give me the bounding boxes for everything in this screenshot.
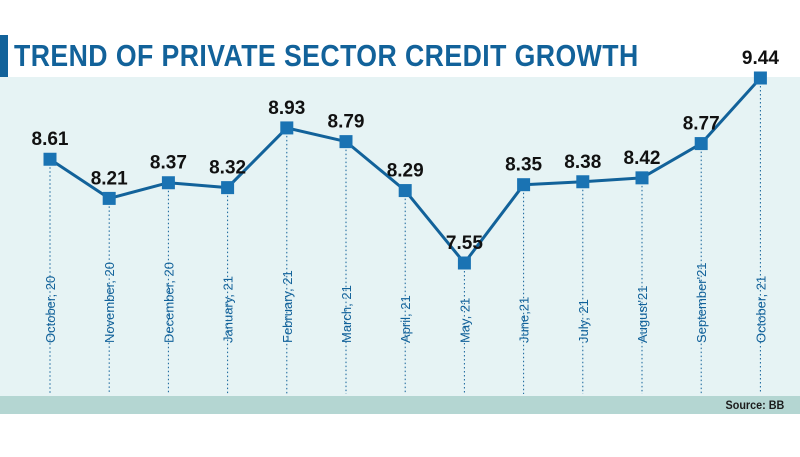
- value-label: 8.38: [564, 152, 601, 173]
- data-point-marker: [694, 137, 708, 151]
- chart-panel: [0, 35, 800, 414]
- data-point-marker: [221, 181, 235, 195]
- data-point-marker: [339, 135, 353, 149]
- value-label: 8.79: [328, 112, 365, 133]
- value-label: 8.32: [209, 158, 246, 179]
- x-tick-label: August'21: [635, 286, 650, 343]
- value-label: 7.55: [446, 233, 483, 254]
- x-tick-labels: October, 20 November, 20 December, 20 Janua…: [43, 262, 768, 343]
- value-label: 8.35: [505, 155, 542, 176]
- data-point-marker: [161, 176, 175, 190]
- x-tick-label: September'21: [694, 262, 709, 343]
- x-tick-label: October, 21: [753, 276, 768, 343]
- x-tick-label: May, 21: [457, 298, 472, 343]
- guide-lines: [49, 86, 761, 394]
- value-label: 8.77: [683, 114, 720, 135]
- value-label: 8.21: [91, 168, 128, 189]
- data-point-marker: [398, 184, 412, 198]
- value-label: 8.29: [387, 161, 424, 182]
- data-markers: [43, 71, 767, 270]
- data-point-marker: [517, 178, 531, 192]
- data-point-marker: [280, 121, 294, 135]
- x-tick-label: March, 21: [339, 285, 354, 343]
- source-band: [0, 396, 800, 414]
- data-point-marker: [576, 175, 590, 189]
- value-label: 8.37: [150, 153, 187, 174]
- x-tick-label: December, 20: [161, 262, 176, 343]
- value-label: 9.44: [742, 48, 779, 69]
- data-point-marker: [43, 152, 57, 166]
- x-tick-label: November, 20: [102, 262, 117, 343]
- chart-title: TREND OF PRIVATE SECTOR CREDIT GROWTH: [14, 38, 639, 73]
- value-label: 8.61: [32, 129, 69, 150]
- source-label: Source: BB: [725, 398, 784, 412]
- title-accent-bar: [0, 35, 8, 77]
- data-point-marker: [102, 191, 116, 205]
- x-tick-label: October, 20: [43, 276, 58, 343]
- x-tick-label: January, 21: [221, 276, 236, 343]
- value-label: 8.42: [624, 148, 661, 169]
- data-point-marker: [457, 256, 471, 270]
- value-label: 8.93: [268, 98, 305, 119]
- title-bar: [0, 35, 800, 77]
- x-tick-label: February, 21: [280, 270, 295, 343]
- data-point-marker: [753, 71, 767, 85]
- x-tick-label: April, 21: [398, 295, 413, 343]
- x-tick-label: July, 21: [576, 299, 591, 343]
- data-point-marker: [635, 171, 649, 185]
- x-tick-label: June,21: [517, 297, 532, 343]
- value-labels: 8.61 8.21 8.37 8.32 8.93 8.79 8.29 7.55 8.35 8.38…: [32, 48, 780, 254]
